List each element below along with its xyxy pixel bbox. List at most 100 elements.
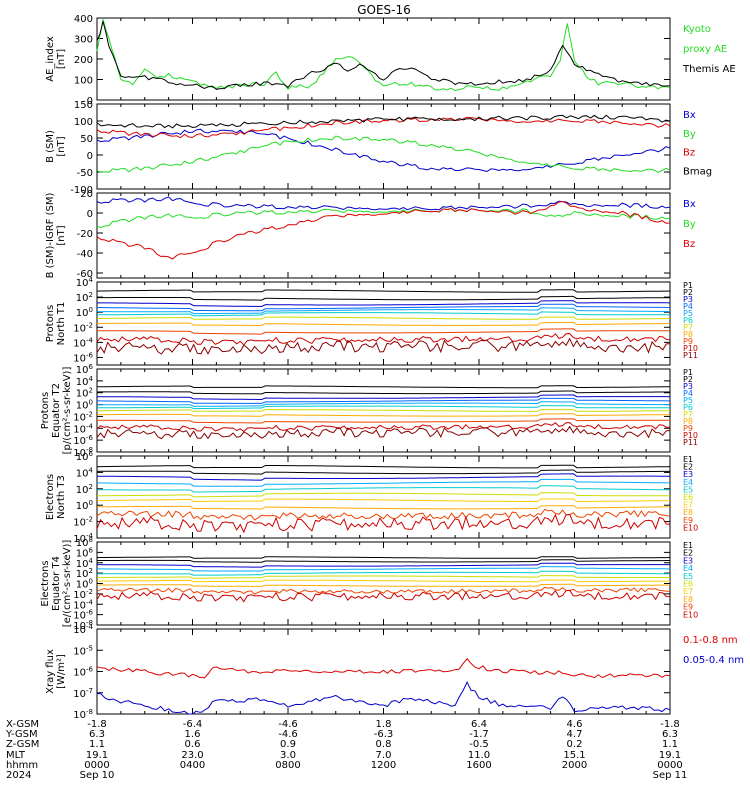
y-axis-label: ElectronsNorth T3 bbox=[45, 474, 67, 520]
series-line bbox=[97, 559, 670, 563]
series-line bbox=[97, 570, 670, 576]
legend-entry: P11 bbox=[683, 351, 698, 360]
x-row-label: hhmm bbox=[6, 760, 38, 771]
y-tick-label: 10-6 bbox=[73, 351, 93, 364]
y-tick-label: -20 bbox=[77, 229, 93, 240]
series-line bbox=[96, 19, 671, 92]
series-line bbox=[96, 513, 671, 534]
series-line bbox=[97, 401, 671, 407]
series-line bbox=[96, 425, 671, 440]
series-line bbox=[96, 485, 671, 493]
series-line bbox=[96, 413, 671, 417]
y-tick-label: 102 bbox=[76, 483, 93, 496]
legend-entry: Bx bbox=[683, 199, 696, 210]
plot-title: GOES-16 bbox=[357, 3, 411, 17]
legend-entry: P6 bbox=[683, 403, 693, 412]
x-tick-label: 0.9 bbox=[280, 739, 296, 750]
y-tick-label: 102 bbox=[76, 387, 93, 400]
series-line bbox=[96, 208, 671, 229]
series-line bbox=[97, 295, 671, 301]
panel-frame bbox=[96, 628, 671, 715]
legend-entry: E8 bbox=[683, 595, 693, 604]
y-axis-label: ProtonsEquator T2[p/(cm²-s-sr-keV)] bbox=[40, 367, 73, 455]
legend-entry: E7 bbox=[683, 587, 693, 596]
series-line bbox=[97, 328, 670, 335]
y-tick-label: -50 bbox=[77, 168, 93, 179]
series-line bbox=[97, 562, 670, 568]
y-tick-label: 10-2 bbox=[73, 410, 93, 423]
legend-entry: By bbox=[683, 219, 696, 230]
legend-entry: E5 bbox=[683, 485, 693, 494]
panel-frame bbox=[96, 103, 671, 190]
y-tick-label: 108 bbox=[76, 536, 93, 549]
x-tick-label: 19.1 bbox=[659, 750, 681, 761]
x-tick-label: 15.1 bbox=[563, 750, 585, 761]
x-row-label: Z-GSM bbox=[6, 739, 39, 750]
y-axis-label: Xray flux[W/m²] bbox=[45, 649, 67, 694]
series-line bbox=[97, 321, 670, 326]
y-tick-label: 10-5 bbox=[73, 644, 93, 657]
y-tick-label: 50 bbox=[80, 134, 93, 145]
y-tick-label: 10-2 bbox=[73, 588, 93, 601]
series-line bbox=[96, 21, 671, 90]
series-line bbox=[96, 114, 671, 129]
legend-entry: P3 bbox=[683, 295, 693, 304]
legend-entry: E7 bbox=[683, 501, 693, 510]
x-tick-label: 1200 bbox=[371, 760, 396, 771]
legend-entry: P7 bbox=[683, 410, 693, 419]
y-tick-label: 104 bbox=[76, 276, 94, 289]
legend-entry: P6 bbox=[683, 316, 693, 325]
legend-entry: E4 bbox=[683, 564, 693, 573]
y-tick-label: 104 bbox=[76, 375, 94, 388]
y-tick-label: -60 bbox=[77, 269, 93, 280]
legend-entry: P7 bbox=[683, 323, 693, 332]
x-tick-label: 0800 bbox=[275, 760, 300, 771]
y-tick-label: 10-4 bbox=[73, 336, 93, 349]
y-tick-label: 106 bbox=[76, 363, 94, 376]
x-tick-label: 11.0 bbox=[468, 750, 490, 761]
y-tick-label: 20 bbox=[80, 189, 93, 200]
x-tick-label: 1.1 bbox=[662, 739, 678, 750]
x-tick-label: 0.6 bbox=[185, 739, 201, 750]
x-tick-label: 3.0 bbox=[280, 750, 296, 761]
x-tick-label: -4.6 bbox=[278, 719, 298, 730]
series-line bbox=[96, 390, 670, 395]
legend-entry: E1 bbox=[683, 455, 693, 464]
series-line bbox=[96, 658, 671, 679]
y-tick-label: 10-6 bbox=[73, 666, 93, 679]
series-line bbox=[96, 681, 671, 715]
x-tick-label: 0400 bbox=[180, 760, 205, 771]
y-tick-label: 150 bbox=[74, 100, 93, 111]
x-row-label: Y-GSM bbox=[5, 729, 38, 740]
legend-entry: E5 bbox=[683, 572, 693, 581]
x-row-label: X-GSM bbox=[6, 719, 39, 730]
y-tick-label: 102 bbox=[76, 291, 93, 304]
legend-entry: Themis AE bbox=[682, 64, 736, 75]
x-tick-label: 1.6 bbox=[185, 729, 201, 740]
x-tick-label: 1600 bbox=[466, 760, 491, 771]
series-line bbox=[97, 397, 670, 404]
series-line bbox=[96, 469, 671, 475]
y-tick-label: 100 bbox=[76, 578, 93, 591]
y-axis-label: B (SM)[nT] bbox=[45, 130, 67, 163]
y-tick-label: 0 bbox=[87, 209, 93, 220]
y-tick-label: -100 bbox=[70, 185, 93, 196]
series-line bbox=[97, 418, 670, 424]
x-tick-label: 1.1 bbox=[89, 739, 105, 750]
y-tick-label: 10-6 bbox=[73, 434, 93, 447]
legend-entry: Bmag bbox=[683, 166, 712, 177]
y-tick-label: 100 bbox=[74, 76, 93, 87]
y-tick-label: 10-4 bbox=[73, 532, 93, 545]
x-tick-label: 23.0 bbox=[181, 750, 203, 761]
panel-frame bbox=[96, 455, 671, 539]
legend-entry: E9 bbox=[683, 516, 693, 525]
legend-entry: P2 bbox=[683, 375, 693, 384]
legend-entry: P1 bbox=[683, 281, 693, 290]
legend-entry: P5 bbox=[683, 396, 693, 405]
x-tick-label: 1.8 bbox=[376, 719, 392, 730]
legend-entry: E3 bbox=[683, 556, 693, 565]
legend-entry: P3 bbox=[683, 382, 693, 391]
y-tick-label: 102 bbox=[76, 567, 93, 580]
legend-entry: P4 bbox=[683, 302, 693, 311]
